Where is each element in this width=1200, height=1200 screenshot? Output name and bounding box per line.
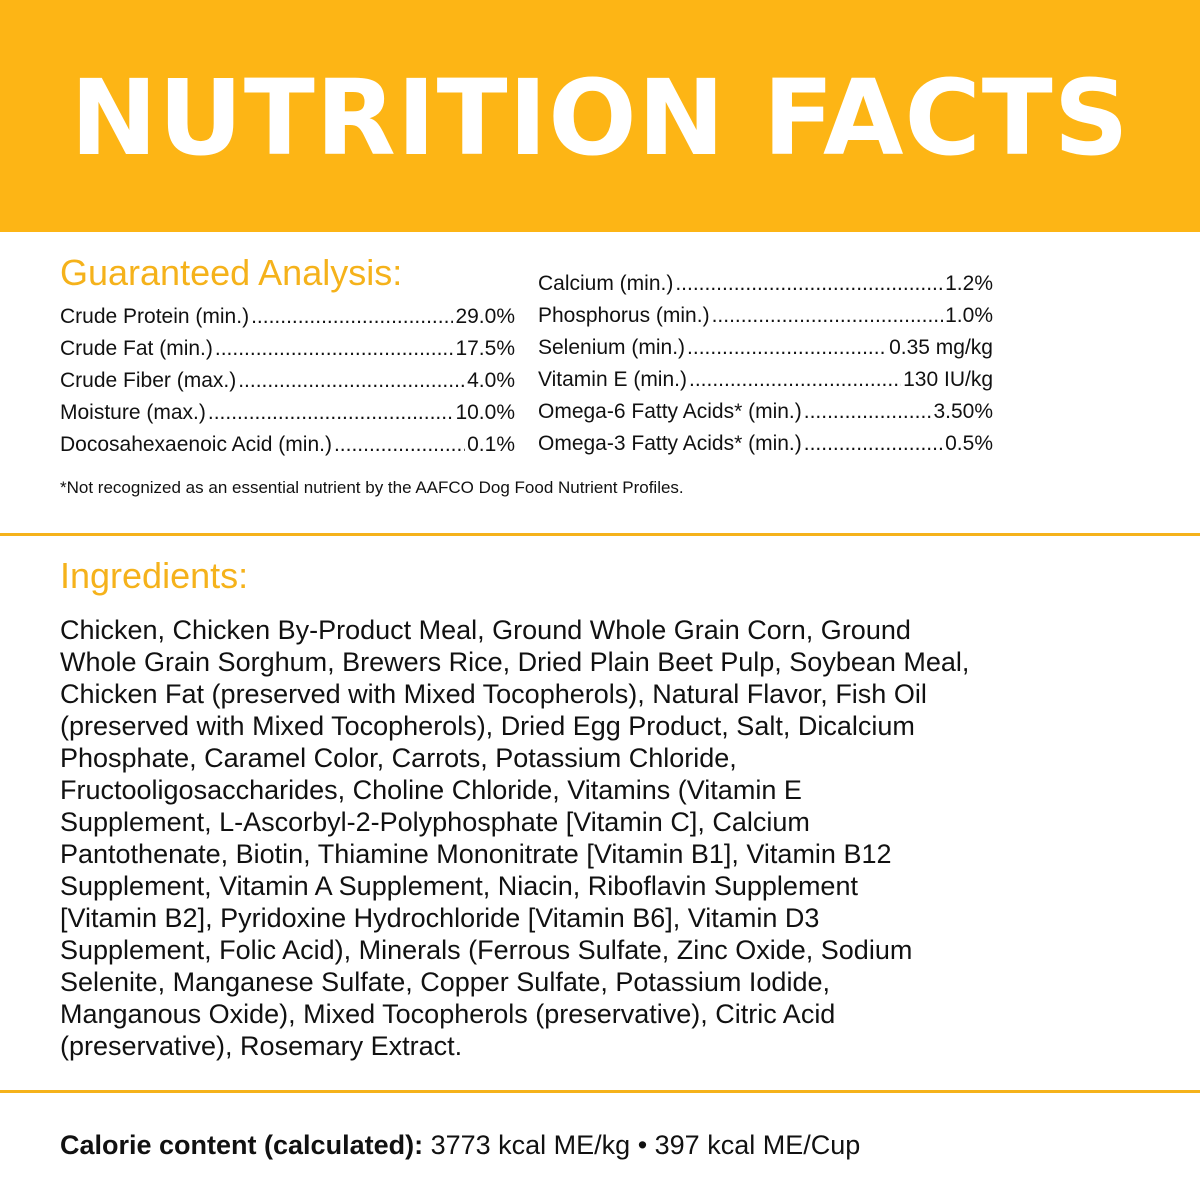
nutrient-name: Omega-6 Fatty Acids* (min.) [538,400,802,423]
nutrient-value: 0.35 mg/kg [889,336,993,359]
analysis-column-right: Calcium (min.) 1.2% Phosphorus (min.) 1.0% S… [538,272,993,464]
dot-leader [238,369,465,393]
ingredients-heading: Ingredients: [60,555,249,596]
analysis-column-left: Crude Protein (min.) 29.0% Crude Fat (min.… [60,305,515,465]
ingredients-line: Supplement, L-Ascorbyl-2-Polyphosphate [… [60,807,810,837]
nutrient-value: 10.0% [455,401,515,424]
ingredients-line: (preservative), Rosemary Extract. [60,1031,463,1061]
analysis-row: Omega-6 Fatty Acids* (min.) 3.50% [538,400,993,432]
nutrient-name: Omega-3 Fatty Acids* (min.) [538,432,802,455]
analysis-row: Vitamin E (min.) 130 IU/kg [538,368,993,400]
nutrient-value: 0.5% [945,432,993,455]
analysis-row: Selenium (min.) 0.35 mg/kg [538,336,993,368]
nutrient-value: 3.50% [933,400,993,423]
ingredients-line: Fructooligosaccharides, Choline Chloride… [60,775,802,805]
calorie-value: 3773 kcal ME/kg • 397 kcal ME/Cup [430,1130,861,1160]
divider [0,1090,1200,1093]
nutrient-name: Docosahexaenoic Acid (min.) [60,433,332,456]
header-banner: NUTRITION FACTS [0,0,1200,232]
dot-leader [687,336,887,360]
nutrient-value: 0.1% [467,433,515,456]
ingredients-line: Selenite, Manganese Sulfate, Copper Sulf… [60,967,830,997]
nutrient-name: Crude Fat (min.) [60,337,213,360]
nutrient-name: Phosphorus (min.) [538,304,710,327]
ingredients-text: Chicken, Chicken By-Product Meal, Ground… [60,614,969,1062]
dot-leader [804,432,943,456]
ingredients-line: Chicken Fat (preserved with Mixed Tocoph… [60,679,927,709]
ingredients-line: Pantothenate, Biotin, Thiamine Mononitra… [60,839,892,869]
nutrient-name: Calcium (min.) [538,272,674,295]
analysis-row: Crude Fiber (max.) 4.0% [60,369,515,401]
nutrient-value: 130 IU/kg [903,368,993,391]
ingredients-line: Supplement, Vitamin A Supplement, Niacin… [60,871,858,901]
ingredients-line: [Vitamin B2], Pyridoxine Hydrochloride [… [60,903,820,933]
nutrient-value: 29.0% [455,305,515,328]
nutrient-name: Vitamin E (min.) [538,368,687,391]
dot-leader [215,337,454,361]
analysis-row: Omega-3 Fatty Acids* (min.) 0.5% [538,432,993,464]
analysis-row: Crude Protein (min.) 29.0% [60,305,515,337]
nutrient-value: 4.0% [467,369,515,392]
nutrient-name: Crude Protein (min.) [60,305,250,328]
page-title: NUTRITION FACTS [70,57,1130,179]
ingredients-line: Supplement, Folic Acid), Minerals (Ferro… [60,935,913,965]
nutrient-value: 1.2% [945,272,993,295]
calorie-content: Calorie content (calculated): 3773 kcal … [60,1130,860,1161]
calorie-label: Calorie content (calculated): [60,1130,424,1160]
dot-leader [675,272,943,296]
dot-leader [712,304,944,328]
nutrient-name: Crude Fiber (max.) [60,369,237,392]
analysis-row: Docosahexaenoic Acid (min.) 0.1% [60,433,515,465]
analysis-row: Calcium (min.) 1.2% [538,272,993,304]
ingredients-line: (preserved with Mixed Tocopherols), Drie… [60,711,915,741]
dot-leader [334,433,465,457]
nutrient-value: 17.5% [455,337,515,360]
dot-leader [804,400,932,424]
ingredients-line: Whole Grain Sorghum, Brewers Rice, Dried… [60,647,970,677]
analysis-row: Crude Fat (min.) 17.5% [60,337,515,369]
ingredients-line: Manganous Oxide), Mixed Tocopherols (pre… [60,999,836,1029]
divider [0,533,1200,536]
ingredients-line: Phosphate, Caramel Color, Carrots, Potas… [60,743,737,773]
analysis-row: Phosphorus (min.) 1.0% [538,304,993,336]
analysis-row: Moisture (max.) 10.0% [60,401,515,433]
dot-leader [689,368,901,392]
ingredients-line: Chicken, Chicken By-Product Meal, Ground… [60,615,911,645]
dot-leader [208,401,454,425]
guaranteed-analysis-heading: Guaranteed Analysis: [60,252,403,293]
nutrient-name: Selenium (min.) [538,336,686,359]
footnote: *Not recognized as an essential nutrient… [60,478,684,497]
nutrient-name: Moisture (max.) [60,401,206,424]
nutrient-value: 1.0% [945,304,993,327]
dot-leader [251,305,453,329]
